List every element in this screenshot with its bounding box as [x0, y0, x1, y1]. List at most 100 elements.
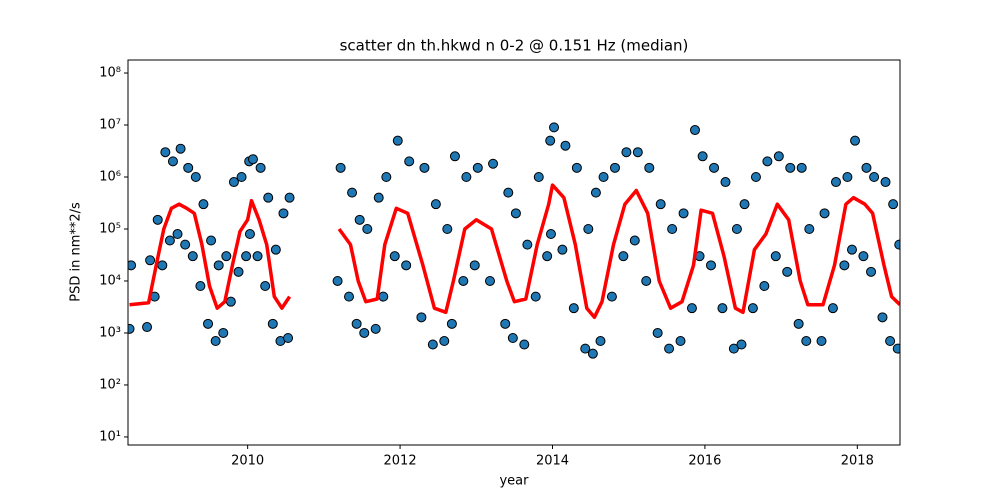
scatter-point: [747, 303, 758, 314]
scatter-point: [233, 266, 244, 277]
scatter-point: [255, 162, 266, 173]
scatter-point: [530, 291, 541, 302]
scatter-point: [472, 162, 483, 173]
scatter-point: [618, 251, 629, 262]
scatter-point: [706, 260, 717, 271]
scatter-point: [145, 255, 156, 266]
scatter-point: [378, 291, 389, 302]
scatter-point: [164, 235, 175, 246]
scatter-point: [195, 281, 206, 292]
scatter-point: [519, 339, 530, 350]
scatter-point: [167, 156, 178, 167]
x-axis-label: year: [499, 474, 529, 489]
scatter-point: [221, 251, 232, 262]
scatter-point: [644, 162, 655, 173]
scatter-point: [717, 303, 728, 314]
scatter-point: [389, 251, 400, 262]
x-tick-label: 2012: [384, 454, 417, 469]
scatter-point: [351, 318, 362, 329]
scatter-point: [793, 318, 804, 329]
scatter-point: [728, 343, 739, 354]
scatter-point: [332, 275, 343, 286]
scatter-point: [580, 343, 591, 354]
scatter-point: [198, 199, 209, 210]
scatter-point: [885, 336, 896, 347]
scatter-point: [439, 336, 450, 347]
scatter-point: [335, 162, 346, 173]
scatter-point: [888, 199, 899, 210]
y-tick-label: 10⁵: [99, 221, 121, 236]
scatter-point: [894, 239, 900, 250]
scatter-point: [667, 223, 678, 234]
y-tick-label: 10⁶: [99, 169, 121, 184]
scatter-point: [545, 135, 556, 146]
scatter-point: [830, 177, 841, 188]
scatter-point: [629, 235, 640, 246]
y-tick-label: 10²: [99, 377, 121, 392]
scatter-point: [549, 122, 560, 133]
scatter-point: [522, 239, 533, 250]
scatter-point: [839, 260, 850, 271]
scatter-point: [373, 192, 384, 203]
scatter-point: [866, 266, 877, 277]
scatter-point: [782, 266, 793, 277]
scatter-point: [247, 154, 258, 165]
scatter-point: [750, 171, 761, 182]
scatter-point: [590, 187, 601, 198]
scatter-point: [419, 162, 430, 173]
scatter-point: [557, 244, 568, 255]
scatter-point: [500, 318, 511, 329]
scatter-point: [678, 208, 689, 219]
scatter-point: [571, 162, 582, 173]
scatter-point: [595, 336, 606, 347]
scatter-point: [587, 348, 598, 359]
scatter-point: [488, 158, 499, 169]
scatter-point: [213, 260, 224, 271]
scatter-point: [720, 177, 731, 188]
scatter-point: [664, 343, 675, 354]
scatter-point: [401, 260, 412, 271]
scatter-point: [484, 275, 495, 286]
scatter-point: [183, 162, 194, 173]
scatter-point: [675, 336, 686, 347]
scatter-point: [869, 171, 880, 182]
scatter-point: [469, 260, 480, 271]
y-tick-label: 10³: [99, 325, 121, 340]
scatter-point: [347, 187, 358, 198]
scatter-point: [449, 151, 460, 162]
scatter-point: [278, 208, 289, 219]
scatter-point: [160, 147, 171, 158]
scatter-point: [819, 208, 830, 219]
scatter-point: [142, 322, 153, 333]
scatter-point: [652, 327, 663, 338]
scatter-point: [252, 251, 263, 262]
scatter-point: [458, 275, 469, 286]
y-tick-label: 10⁷: [99, 118, 121, 133]
scatter-point: [632, 147, 643, 158]
scatter-point: [545, 229, 556, 240]
scatter-point: [283, 333, 294, 344]
scatter-point: [370, 323, 381, 334]
scatter-point: [583, 223, 594, 234]
scatter-point: [877, 312, 888, 323]
scatter-point: [739, 199, 750, 210]
scatter-point: [392, 135, 403, 146]
scatter-point: [568, 303, 579, 314]
y-axis-label: PSD in nm**2/s: [69, 202, 84, 302]
scatter-point: [180, 239, 191, 250]
scatter-point: [430, 199, 441, 210]
scatter-point: [362, 223, 373, 234]
scatter-point: [598, 171, 609, 182]
scatter-point: [689, 125, 700, 136]
scatter-point: [796, 162, 807, 173]
scatter-point: [609, 162, 620, 173]
scatter-point: [842, 171, 853, 182]
x-tick-label: 2010: [231, 454, 264, 469]
scatter-point: [427, 339, 438, 350]
scatter-point: [861, 162, 872, 173]
scatter-point: [241, 251, 252, 262]
scatter-point: [560, 140, 571, 151]
scatter-point: [210, 336, 221, 347]
